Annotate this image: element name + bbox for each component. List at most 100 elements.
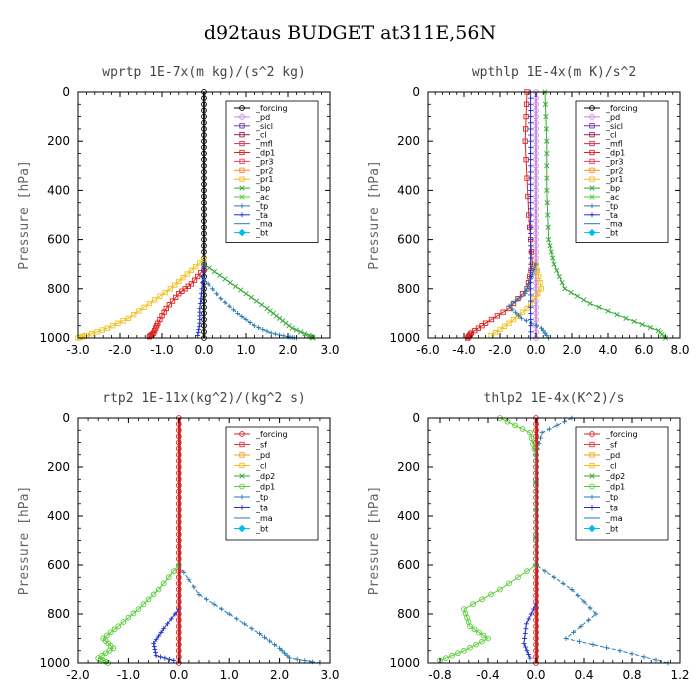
- data-point: [201, 175, 207, 181]
- legend-label: _bt: [255, 229, 268, 238]
- data-point: [239, 441, 245, 448]
- data-point: [175, 451, 182, 458]
- data-point: [528, 144, 533, 150]
- data-point: [587, 605, 593, 611]
- data-point: [253, 298, 260, 304]
- y-tick-label: 400: [397, 183, 420, 197]
- data-point: [276, 315, 283, 321]
- data-point: [239, 212, 245, 218]
- data-point: [533, 304, 539, 311]
- legend-label: _forcing: [605, 430, 638, 439]
- data-point: [515, 295, 521, 302]
- data-point: [589, 494, 595, 500]
- data-point: [111, 626, 118, 633]
- data-point: [201, 101, 207, 108]
- data-point: [94, 329, 100, 335]
- legend-label: _cl: [605, 462, 617, 471]
- data-point: [614, 312, 620, 318]
- data-point: [120, 619, 127, 625]
- data-point: [156, 633, 162, 639]
- data-point: [218, 296, 224, 302]
- data-point: [529, 320, 534, 326]
- data-point: [506, 580, 512, 587]
- data-point: [528, 120, 533, 126]
- data-point: [522, 138, 528, 144]
- legend-box: [575, 100, 669, 243]
- data-point: [166, 656, 172, 662]
- data-point: [542, 330, 548, 336]
- data-point: [539, 430, 545, 436]
- data-point: [533, 107, 539, 114]
- y-tick-label: 800: [397, 607, 420, 621]
- data-point: [524, 305, 530, 312]
- panel-title: wpthlp 1E-4x(m K)/s^2: [472, 65, 636, 80]
- data-point: [497, 326, 503, 333]
- data-point: [196, 326, 202, 332]
- series-line: [439, 417, 537, 661]
- data-point: [533, 119, 539, 126]
- data-point: [527, 655, 533, 661]
- data-point: [528, 249, 533, 255]
- legend-label: _ma: [605, 220, 623, 229]
- data-point: [596, 304, 602, 310]
- data-point: [239, 123, 245, 129]
- data-point: [175, 433, 182, 440]
- data-point: [248, 294, 254, 301]
- data-point: [531, 266, 537, 272]
- data-point: [545, 236, 552, 243]
- data-point: [197, 301, 203, 306]
- data-point: [528, 169, 533, 175]
- data-point: [528, 224, 533, 230]
- data-point: [533, 187, 539, 194]
- data-point: [201, 169, 207, 175]
- data-point: [201, 193, 207, 200]
- data-point: [531, 606, 536, 612]
- data-point: [528, 151, 533, 156]
- data-point: [521, 641, 527, 646]
- data-point: [277, 645, 282, 651]
- data-point: [509, 306, 515, 312]
- data-point: [175, 488, 182, 495]
- legend-label: _pd: [605, 113, 620, 122]
- y-tick-label: 0: [62, 85, 70, 99]
- data-point: [135, 606, 142, 612]
- data-point: [158, 629, 164, 635]
- legend-label: _ac: [255, 193, 269, 202]
- x-tick-label: 0.8: [622, 668, 641, 682]
- data-point: [476, 629, 482, 636]
- data-point: [528, 329, 533, 335]
- data-point: [533, 255, 539, 261]
- data-point: [589, 431, 595, 437]
- data-point: [528, 311, 533, 316]
- data-point: [522, 291, 528, 297]
- x-tick-label: 2.0: [270, 668, 289, 682]
- data-point: [544, 187, 550, 194]
- data-point: [589, 167, 595, 173]
- data-point: [239, 149, 245, 156]
- data-point: [297, 329, 304, 335]
- data-point: [519, 315, 524, 321]
- legend-label: _pr3: [605, 157, 623, 166]
- data-point: [175, 500, 182, 507]
- data-point: [267, 638, 272, 644]
- data-point: [534, 267, 541, 273]
- data-point: [589, 140, 595, 147]
- data-point: [165, 621, 170, 627]
- data-point: [533, 162, 539, 169]
- data-point: [547, 426, 552, 432]
- data-point: [480, 632, 487, 639]
- data-point: [198, 291, 204, 297]
- data-point: [104, 325, 111, 331]
- data-point: [533, 193, 539, 200]
- data-point: [623, 315, 629, 321]
- data-point: [188, 267, 195, 273]
- data-point: [201, 212, 207, 218]
- legend-label: _pr2: [255, 166, 273, 175]
- data-point: [175, 647, 182, 654]
- data-point: [160, 580, 167, 587]
- data-point: [534, 323, 539, 329]
- data-point: [175, 531, 182, 538]
- legend-label: _pd: [605, 451, 620, 460]
- legend-label: _pr3: [255, 157, 273, 166]
- data-point: [589, 185, 595, 191]
